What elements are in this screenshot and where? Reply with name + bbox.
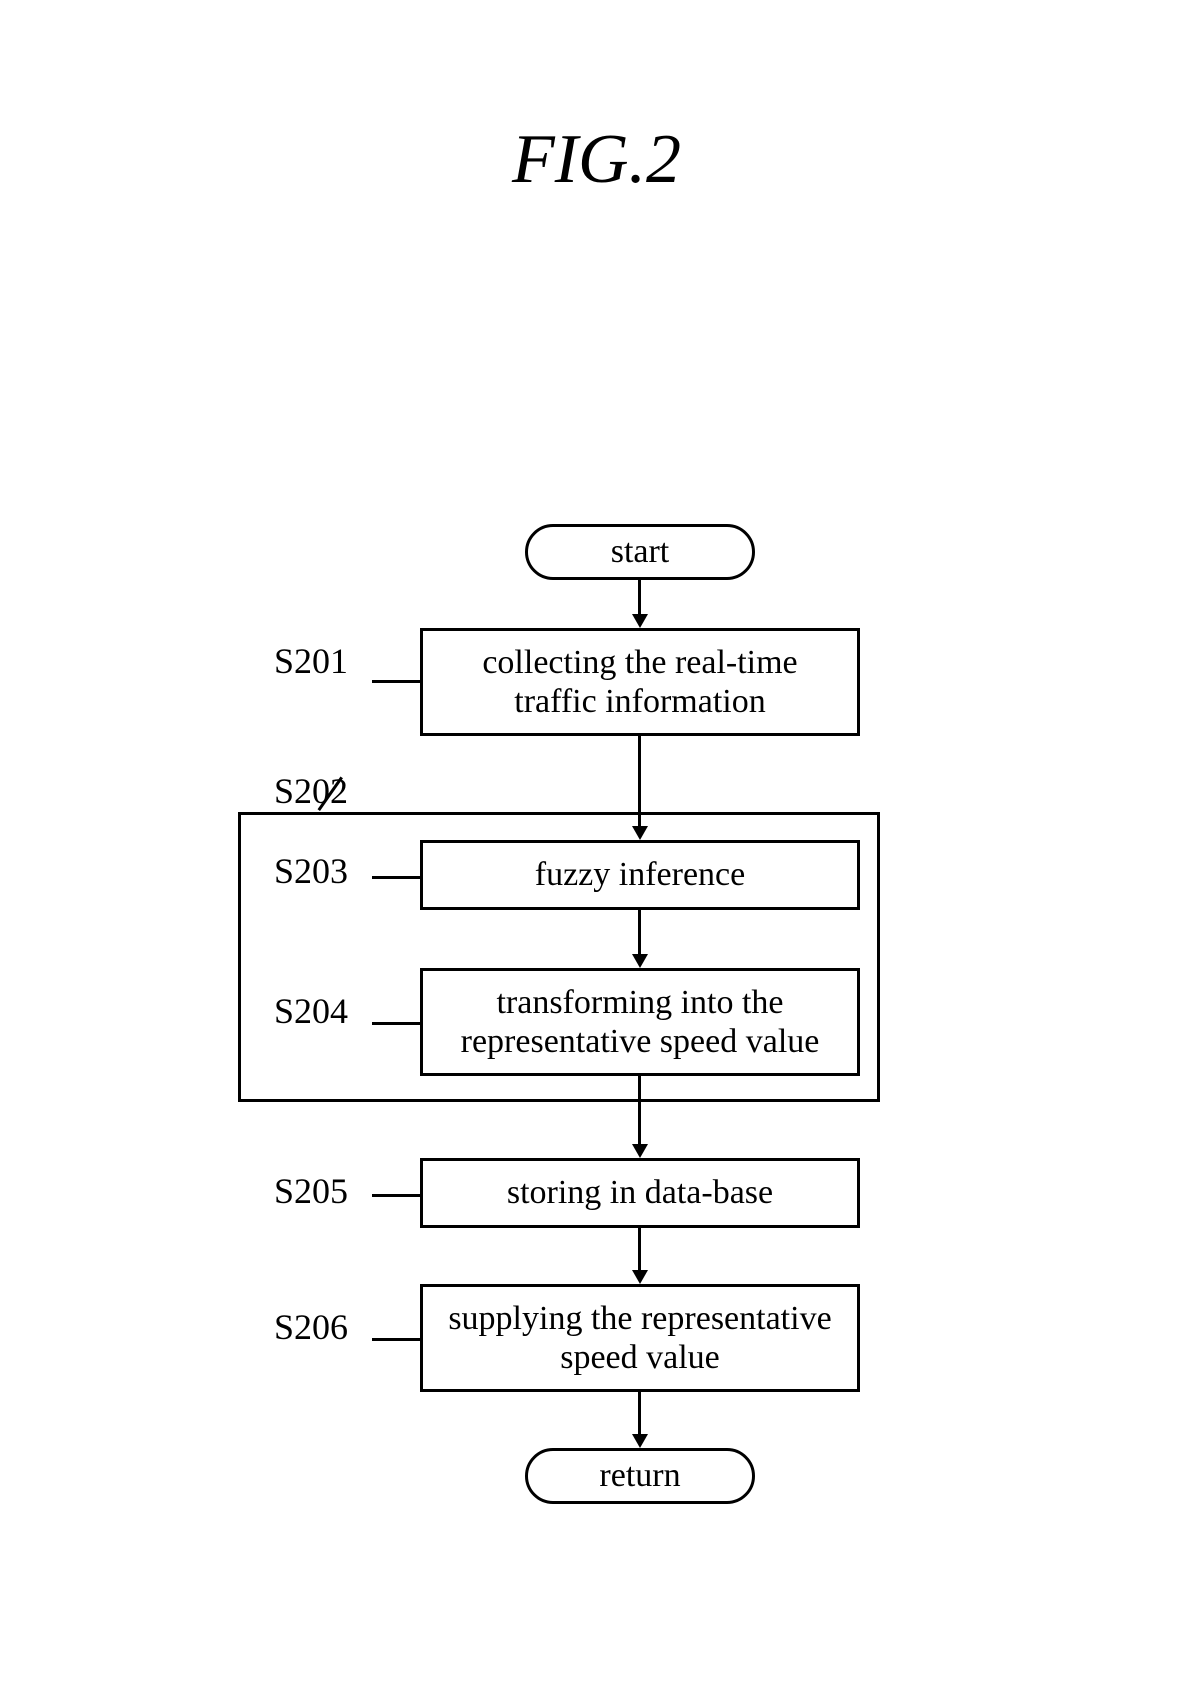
- label-connector: [372, 680, 420, 683]
- start-text: start: [611, 533, 670, 571]
- arrow-head: [632, 614, 648, 628]
- s206-line2: speed value: [560, 1338, 720, 1377]
- return-terminal: return: [525, 1448, 755, 1504]
- arrow-head: [632, 1144, 648, 1158]
- label-s206: S206: [274, 1306, 348, 1348]
- arrow: [638, 1392, 641, 1434]
- label-connector: [372, 1338, 420, 1341]
- s206-line1: supplying the representative: [448, 1299, 831, 1338]
- arrow-head: [632, 1270, 648, 1284]
- label-connector: [372, 1022, 420, 1025]
- label-s205: S205: [274, 1170, 348, 1212]
- s204-line1: transforming into the: [496, 983, 783, 1022]
- step-s203: fuzzy inference: [420, 840, 860, 910]
- arrow: [638, 910, 641, 954]
- s203-line1: fuzzy inference: [535, 855, 745, 894]
- s204-line2: representative speed value: [461, 1022, 820, 1061]
- arrow: [638, 1076, 641, 1144]
- step-s205: storing in data-base: [420, 1158, 860, 1228]
- figure-title: FIG.2: [512, 120, 681, 200]
- return-text: return: [599, 1457, 680, 1495]
- label-s202: S202: [274, 770, 348, 812]
- label-s201: S201: [274, 640, 348, 682]
- arrow-head: [632, 1434, 648, 1448]
- label-connector: [372, 1194, 420, 1197]
- step-s204: transforming into the representative spe…: [420, 968, 860, 1076]
- arrow-head: [632, 954, 648, 968]
- label-connector: [372, 876, 420, 879]
- arrow: [638, 580, 641, 614]
- start-terminal: start: [525, 524, 755, 580]
- s201-line2: traffic information: [514, 682, 765, 721]
- step-s201: collecting the real-time traffic informa…: [420, 628, 860, 736]
- s205-line1: storing in data-base: [507, 1173, 773, 1212]
- label-s203: S203: [274, 850, 348, 892]
- step-s206: supplying the representative speed value: [420, 1284, 860, 1392]
- s201-line1: collecting the real-time: [482, 643, 797, 682]
- label-s204: S204: [274, 990, 348, 1032]
- arrow: [638, 1228, 641, 1270]
